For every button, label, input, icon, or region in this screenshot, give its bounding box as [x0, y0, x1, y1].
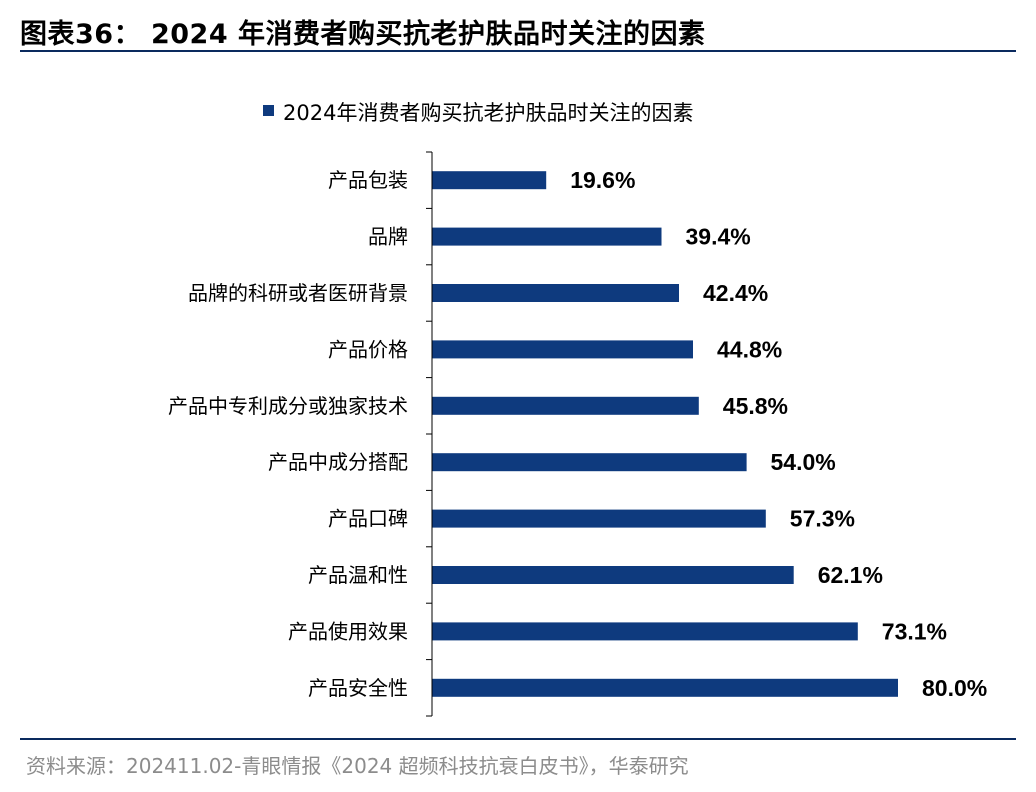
- category-label: 产品使用效果: [288, 619, 408, 643]
- bar: [432, 227, 662, 246]
- category-label: 产品温和性: [308, 563, 408, 587]
- data-label: 62.1%: [818, 562, 883, 588]
- figure-title: 图表36： 2024 年消费者购买抗老护肤品时关注的因素: [20, 19, 706, 50]
- bar: [432, 509, 766, 528]
- y-axis: 产品包装品牌品牌的科研或者医研背景产品价格产品中专利成分或独家技术产品中成分搭配…: [168, 151, 433, 717]
- category-label: 产品口碑: [328, 507, 408, 531]
- category-label: 产品包装: [328, 168, 408, 192]
- data-label: 80.0%: [922, 675, 987, 701]
- category-label: 品牌: [368, 225, 408, 249]
- bar: [432, 340, 693, 359]
- data-label: 42.4%: [703, 280, 768, 306]
- legend-label: 2024年消费者购买抗老护肤品时关注的因素: [283, 101, 693, 125]
- data-label: 44.8%: [717, 336, 782, 362]
- data-label: 39.4%: [686, 224, 751, 250]
- category-label: 品牌的科研或者医研背景: [188, 281, 408, 305]
- bar: [432, 678, 898, 697]
- bar: [432, 622, 858, 641]
- bar: [432, 284, 679, 302]
- category-label: 产品中成分搭配: [268, 450, 408, 474]
- data-label: 57.3%: [790, 506, 855, 532]
- data-label: 19.6%: [570, 167, 635, 193]
- source-note: 资料来源：202411.02-青眼情报《2024 超频科技抗衰白皮书》，华泰研究: [26, 754, 689, 778]
- bar: [432, 171, 547, 190]
- data-label: 73.1%: [882, 618, 947, 644]
- legend: 2024年消费者购买抗老护肤品时关注的因素: [263, 101, 693, 125]
- data-label: 54.0%: [771, 449, 836, 475]
- title-rule: [20, 50, 1016, 52]
- category-label: 产品安全性: [308, 676, 408, 700]
- legend-swatch: [263, 105, 274, 116]
- category-label: 产品价格: [328, 337, 408, 361]
- category-label: 产品中专利成分或独家技术: [168, 394, 408, 418]
- source-rule: [20, 738, 1016, 740]
- bar: [432, 566, 794, 584]
- bars-group: 19.6% 39.4% 42.4% 44.8% 45.8% 54.0% 57.3% 62.1%…: [432, 167, 987, 701]
- data-label: 45.8%: [723, 393, 788, 419]
- bar-chart: 2024年消费者购买抗老护肤品时关注的因素 19.6% 39.4% 42.4% 44.…: [168, 101, 987, 717]
- bar: [432, 396, 699, 415]
- bar: [432, 453, 747, 472]
